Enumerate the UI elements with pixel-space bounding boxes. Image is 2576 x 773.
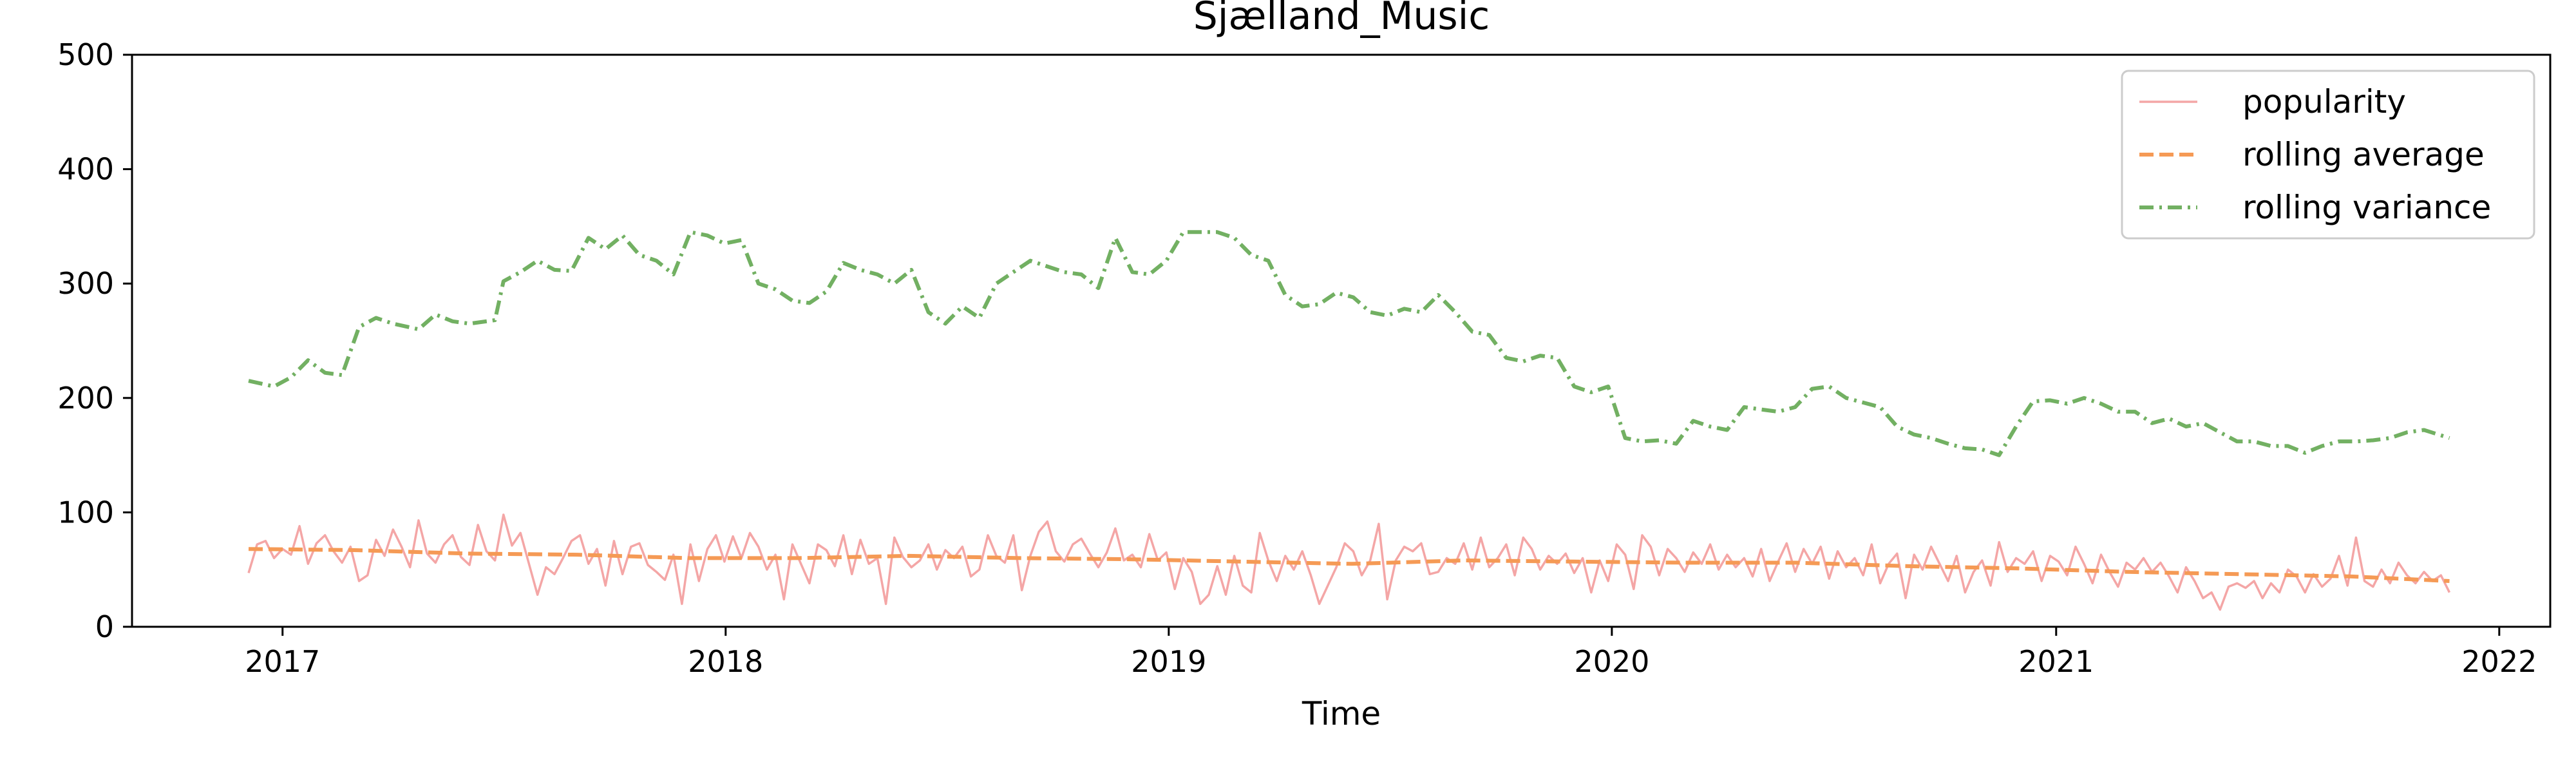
y-axis: 0 100 200 300 400 500 bbox=[57, 37, 132, 644]
x-tick-label: 2022 bbox=[2461, 644, 2537, 679]
legend-entry-label: rolling average bbox=[2242, 136, 2485, 173]
x-tick-label: 2019 bbox=[1131, 644, 1206, 679]
x-axis-label: Time bbox=[1302, 695, 1381, 732]
legend-entry-label: rolling variance bbox=[2242, 189, 2491, 226]
x-tick-label: 2020 bbox=[1574, 644, 1649, 679]
legend: popularity rolling average rolling varianc… bbox=[2121, 70, 2535, 240]
legend-box bbox=[2121, 70, 2535, 240]
series-line-popularity bbox=[247, 513, 2451, 611]
chart-title: Sjælland_Music bbox=[1193, 0, 1490, 39]
x-tick-label: 2017 bbox=[245, 644, 320, 679]
y-tick-label: 100 bbox=[57, 495, 114, 530]
y-tick-label: 0 bbox=[95, 609, 114, 644]
x-axis: 2017 2018 2019 2020 2021 2022 bbox=[245, 627, 2537, 679]
x-tick-label: 2018 bbox=[688, 644, 763, 679]
y-tick-label: 400 bbox=[57, 152, 114, 187]
plot-frame bbox=[131, 53, 2552, 628]
x-tick-label: 2021 bbox=[2018, 644, 2094, 679]
y-tick-label: 200 bbox=[57, 381, 114, 415]
series-line-rolling-variance bbox=[248, 230, 2450, 457]
y-tick-label: 300 bbox=[57, 266, 114, 301]
legend-entry-label: popularity bbox=[2242, 83, 2406, 120]
series-line-rolling-average bbox=[248, 547, 2450, 583]
y-tick-label: 500 bbox=[57, 37, 114, 72]
series-layer bbox=[247, 230, 2451, 611]
